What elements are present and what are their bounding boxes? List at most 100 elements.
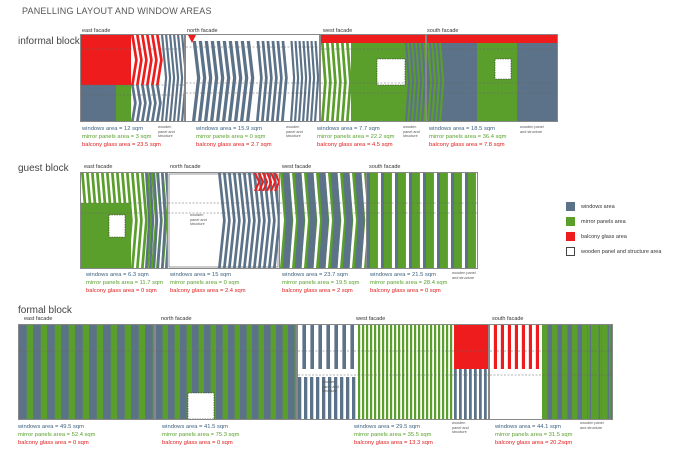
panel-strip — [469, 369, 472, 419]
panel-strip — [591, 325, 593, 419]
facade-panel — [80, 34, 185, 122]
panel-strip — [198, 35, 207, 121]
panel-strip — [180, 325, 187, 419]
panel-strip — [338, 325, 343, 369]
balcony-area-text: balcony glass area = 2.7 sqm — [196, 142, 272, 148]
panel-strip — [341, 43, 347, 121]
panel-strip — [423, 173, 427, 268]
panel-strip — [431, 43, 437, 121]
panel-strip — [552, 325, 558, 419]
panel-strip — [355, 173, 365, 268]
legend-item-balcony: balcony glass area — [566, 230, 661, 243]
panel-strip — [364, 173, 366, 268]
panel-strip — [136, 173, 143, 268]
wood-note: wooden panel and structure — [322, 380, 339, 393]
windows-area-text: windows area = 15.9 sqm — [196, 126, 262, 132]
wood-panel — [186, 35, 319, 41]
balcony-area-text: balcony glass area = 0 sqm — [18, 440, 89, 446]
panel-strip — [532, 325, 536, 369]
panel-strip — [136, 85, 142, 121]
panel-strip — [518, 325, 522, 369]
panel-strip — [479, 369, 482, 419]
panel-strip — [281, 35, 288, 121]
panel-strip — [600, 325, 602, 419]
panel-strip — [204, 35, 213, 121]
panel-strip — [310, 35, 316, 121]
panel-strip — [434, 325, 437, 419]
windows-area-text: windows area = 6.3 sqm — [86, 272, 149, 278]
panel-strip — [588, 325, 590, 419]
panel-strip — [161, 173, 167, 268]
panel-strip — [157, 173, 163, 268]
panel-strip — [340, 377, 344, 419]
panel-strip — [382, 325, 385, 419]
panel-strip — [258, 173, 265, 191]
panel-strip — [440, 173, 448, 268]
balcony-glass — [427, 35, 557, 43]
panel-strip — [336, 43, 342, 121]
panel-strip — [298, 35, 304, 121]
panel-strip — [603, 325, 605, 419]
mirror-area-text: mirror panels area = 75.3 sqm — [162, 432, 240, 438]
panel-strip — [511, 325, 515, 369]
panel-strip — [394, 325, 397, 419]
panel-strip — [149, 173, 155, 268]
facade-stats: windows area = 12 sqm mirror panels area… — [82, 125, 161, 149]
balcony-area-text: balcony glass area = 23.5 sqm — [82, 142, 161, 148]
panel-strip — [233, 173, 241, 268]
panel-strip — [258, 173, 266, 268]
panel-strip — [254, 173, 261, 191]
panel-strip — [228, 325, 235, 419]
legend-swatch — [566, 202, 575, 211]
panel-strip — [352, 377, 356, 419]
facade-panel — [80, 172, 168, 269]
panel-strip — [454, 173, 462, 268]
panel-strip — [446, 325, 449, 419]
panel-strip — [314, 35, 319, 121]
windows-area-text: windows area = 15 sqm — [170, 272, 232, 278]
balcony-area-text: balcony glass area = 2 sqm — [282, 288, 353, 294]
panel-strip — [234, 35, 243, 121]
mirror-area-text: mirror panels area = 22.2 sqm — [317, 134, 395, 140]
panel-strip — [326, 43, 332, 121]
panel-strip — [292, 173, 300, 268]
mirror-area-text: mirror panels area = 0 sqm — [196, 134, 266, 140]
panel-strip — [165, 173, 167, 268]
legend-label: balcony glass area — [581, 233, 627, 240]
facade-stats: windows area = 18.5 sqm mirror panels ar… — [429, 125, 507, 149]
balcony-area-text: balcony glass area = 4.5 sqm — [317, 142, 393, 148]
panel-strip — [262, 173, 269, 191]
panel-strip — [609, 325, 611, 419]
panel-strip — [386, 325, 389, 419]
facade-title: north facade — [170, 164, 201, 170]
facade-panel — [366, 172, 478, 269]
page-title: PANELLING LAYOUT AND WINDOW AREAS — [22, 6, 212, 16]
panel-strip — [562, 325, 568, 419]
facade-title: south facade — [369, 164, 401, 170]
facade-panel — [489, 324, 613, 420]
facade-title: east facade — [82, 28, 111, 34]
panel-strip — [210, 35, 219, 121]
panel-strip — [141, 35, 148, 85]
legend-swatch — [566, 217, 575, 226]
panel-strip — [468, 173, 476, 268]
panel-strip — [307, 173, 317, 268]
panel-strip — [302, 35, 308, 121]
facade-stats: windows area = 29.5 sqm mirror panels ar… — [354, 423, 433, 447]
facade-title: north facade — [187, 28, 218, 34]
door-opening — [108, 214, 126, 238]
panel-strip — [402, 325, 405, 419]
mirror-area-text: mirror panels area = 3 sqm — [82, 134, 152, 140]
panel-strip — [276, 35, 283, 121]
panel-strip — [414, 325, 417, 419]
panel-strip — [256, 35, 263, 121]
balcony-glass — [188, 35, 196, 43]
panel-strip — [89, 325, 97, 419]
panel-strip — [274, 173, 279, 191]
panel-strip — [223, 173, 231, 268]
panel-strip — [240, 325, 247, 419]
windows-area-text: windows area = 49.5 sqm — [18, 424, 84, 430]
panel-strip — [316, 173, 324, 268]
panel-strip — [582, 325, 584, 419]
balcony-glass — [454, 325, 488, 369]
